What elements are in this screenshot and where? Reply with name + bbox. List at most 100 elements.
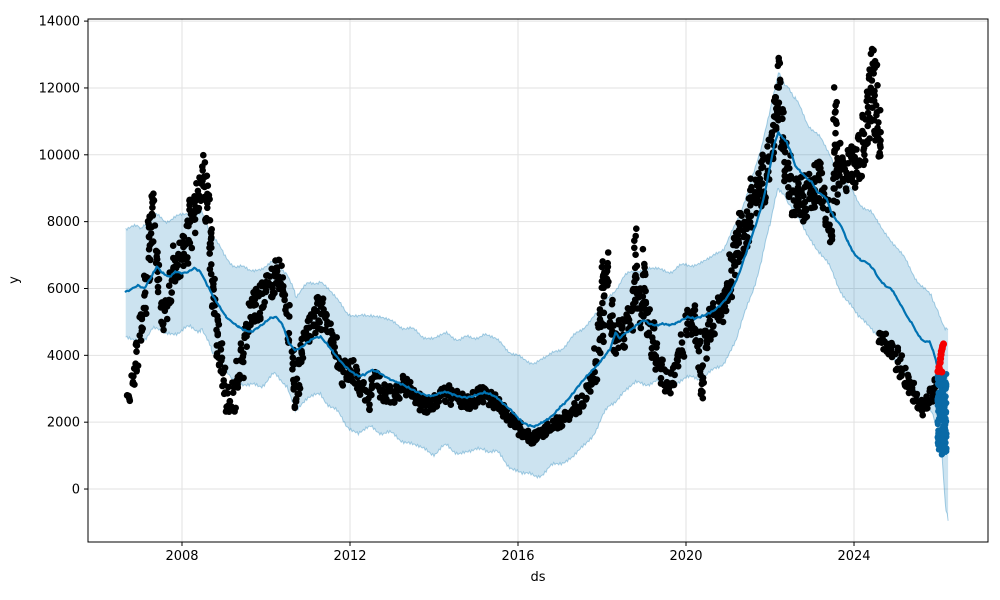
y-axis-label: y [7,276,22,284]
actual-point [789,209,796,216]
actual-point [818,187,826,194]
actual-point [442,398,450,406]
actual-point [225,408,233,416]
actual-point [168,289,175,296]
actual-point [310,313,318,320]
actual-point [602,269,610,277]
actual-point [746,218,754,226]
actual-point [776,76,784,84]
actual-point [214,317,222,325]
actual-point [230,407,238,415]
actual-point [328,327,335,335]
recent-point [940,430,947,437]
actual-point [870,70,877,77]
actual-point [243,343,250,351]
actual-point [137,337,145,344]
actual-point [580,402,587,409]
actual-point [871,64,878,72]
actual-point [690,306,698,314]
actual-point [854,134,862,142]
actual-point [781,148,789,156]
actual-point [224,390,231,397]
actual-point [694,343,701,350]
actual-point [464,405,471,412]
actual-point [652,340,660,348]
actual-point [795,180,802,187]
actual-point [331,343,339,351]
actual-point [163,315,171,323]
actual-point [151,222,159,229]
actual-point [805,170,813,178]
actual-point [188,244,196,252]
actual-point [147,256,154,264]
actual-point [698,364,705,371]
actual-point [631,244,638,252]
actual-point [194,187,202,195]
actual-point [393,393,401,400]
actual-point [313,294,321,302]
actual-point [218,354,226,362]
actual-point [752,199,760,207]
actual-point [240,374,247,382]
actual-point [624,315,632,323]
actual-point [918,398,925,405]
actual-point [602,279,609,287]
actual-point [207,235,215,243]
y-tick-label-14000: 14000 [39,15,80,30]
actual-point [692,326,699,333]
actual-point [142,304,149,312]
actual-point [832,102,839,109]
actual-point [828,232,836,239]
actual-point [279,286,287,293]
actual-point [259,304,267,312]
actual-point [281,291,289,299]
recent-point [940,406,947,413]
recent-point [940,437,946,444]
actual-point [843,169,850,176]
actual-point [481,385,488,392]
actual-point [779,115,786,123]
actual-point [262,282,270,290]
actual-point [213,326,220,334]
actual-point [295,381,303,389]
actual-point [173,272,181,280]
recent-point [934,420,941,427]
actual-point [406,378,414,386]
actual-point [599,299,606,307]
actual-point [728,279,735,286]
actual-point [834,141,842,148]
actual-point [213,352,220,360]
actual-point [290,386,298,393]
actual-point [293,395,300,403]
actual-point [864,109,872,117]
recent-point [939,396,946,403]
actual-point [251,312,259,319]
actual-point [199,177,206,184]
actual-point [199,167,206,174]
actual-point [800,192,807,200]
actual-point [822,215,829,223]
actual-point [652,366,659,373]
actual-point [815,165,822,172]
actual-point [803,213,811,220]
actual-point [851,184,859,191]
actual-point [637,324,645,332]
actual-point [873,134,881,142]
actual-point [818,169,826,177]
actual-point [726,251,733,258]
actual-point [319,299,326,307]
actual-point [633,225,640,232]
actual-point [283,310,290,318]
anomaly-scatter [934,340,948,376]
actual-point [234,384,242,391]
actual-point [298,350,306,358]
actual-point [390,399,398,406]
actual-point [763,154,771,162]
actual-point [909,387,916,395]
actual-point [207,270,215,278]
actual-point [601,292,608,299]
actual-point [604,249,612,256]
actual-point [315,317,322,324]
